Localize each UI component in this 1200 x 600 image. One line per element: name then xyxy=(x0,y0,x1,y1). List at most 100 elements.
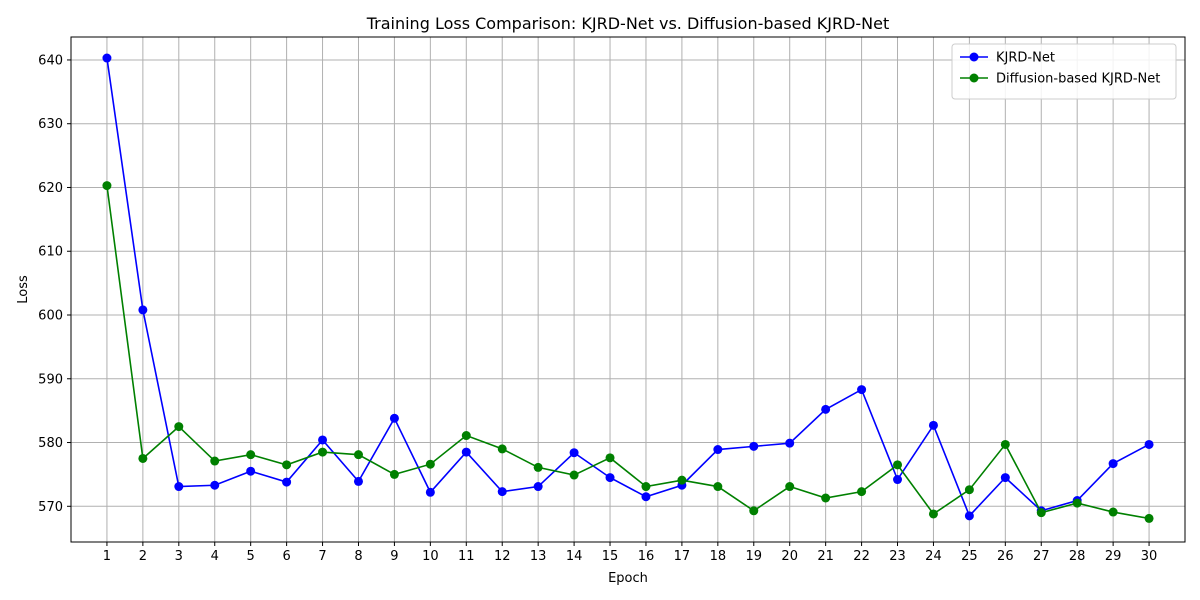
x-tick-label: 15 xyxy=(602,549,619,564)
data-point xyxy=(964,485,974,495)
series-1 xyxy=(102,53,1154,521)
y-axis-label: Loss xyxy=(16,275,31,304)
x-tick-label: 27 xyxy=(1033,549,1050,564)
data-point xyxy=(533,462,543,472)
data-point xyxy=(533,482,543,492)
data-point xyxy=(641,482,651,492)
data-point xyxy=(174,482,184,492)
chart-title: Training Loss Comparison: KJRD-Net vs. D… xyxy=(366,14,890,33)
data-point xyxy=(1072,498,1082,508)
data-point xyxy=(1036,508,1046,518)
plot-frame xyxy=(70,36,1186,543)
data-point xyxy=(857,487,867,497)
data-point xyxy=(138,453,148,463)
legend-marker xyxy=(969,52,979,62)
data-point xyxy=(641,492,651,502)
series-lines xyxy=(102,53,1154,523)
x-tick-label: 24 xyxy=(925,549,942,564)
data-point xyxy=(138,305,148,315)
data-point xyxy=(461,431,471,441)
data-point xyxy=(928,420,938,430)
data-point xyxy=(749,506,759,516)
legend-label: Diffusion-based KJRD-Net xyxy=(996,72,1160,87)
x-tick-label: 14 xyxy=(566,549,583,564)
x-tick-label: 1 xyxy=(103,549,111,564)
data-point xyxy=(713,445,723,455)
data-point xyxy=(1144,513,1154,523)
x-tick-label: 22 xyxy=(853,549,870,564)
legend-marker xyxy=(969,73,979,83)
x-tick-label: 3 xyxy=(175,549,183,564)
axis-ticks: 1 2 3 4 5 6 7 8 9 10 11 12 13 14 15 16 17 18 19 20 21 22 23 24 2… xyxy=(38,53,1157,564)
data-point xyxy=(569,470,579,480)
data-point xyxy=(102,53,112,63)
x-tick-label: 11 xyxy=(458,549,475,564)
data-point xyxy=(353,450,363,460)
x-tick-label: 5 xyxy=(247,549,255,564)
data-point xyxy=(210,456,220,466)
x-tick-label: 25 xyxy=(961,549,978,564)
x-tick-label: 18 xyxy=(710,549,727,564)
y-tick-label: 590 xyxy=(38,372,63,387)
x-tick-label: 8 xyxy=(354,549,362,564)
data-point xyxy=(1144,439,1154,449)
data-point xyxy=(677,475,687,485)
legend-frame xyxy=(951,43,1177,100)
data-point xyxy=(713,482,723,492)
data-point xyxy=(497,444,507,454)
x-tick-label: 30 xyxy=(1141,549,1158,564)
y-tick-label: 640 xyxy=(38,53,63,68)
series-line xyxy=(106,185,1150,520)
x-tick-label: 13 xyxy=(530,549,547,564)
data-point xyxy=(821,493,831,503)
data-point xyxy=(1108,507,1118,517)
data-point xyxy=(389,469,399,479)
plot-background xyxy=(71,37,1185,542)
x-tick-label: 29 xyxy=(1105,549,1122,564)
data-point xyxy=(497,487,507,497)
x-tick-label: 6 xyxy=(282,549,290,564)
data-point xyxy=(282,477,292,487)
data-point xyxy=(821,404,831,414)
x-axis-label: Epoch xyxy=(608,571,648,586)
data-point xyxy=(318,435,328,445)
series-line xyxy=(106,57,1150,518)
data-point xyxy=(389,413,399,423)
x-tick-label: 23 xyxy=(889,549,906,564)
x-tick-label: 4 xyxy=(211,549,219,564)
data-point xyxy=(1000,473,1010,483)
data-point xyxy=(318,447,328,457)
data-point xyxy=(246,466,256,476)
data-point xyxy=(749,441,759,451)
x-tick-label: 21 xyxy=(817,549,834,564)
data-point xyxy=(569,448,579,458)
y-tick-label: 630 xyxy=(38,117,63,132)
data-point xyxy=(605,453,615,463)
x-tick-label: 26 xyxy=(997,549,1014,564)
data-point xyxy=(928,509,938,519)
data-point xyxy=(210,480,220,490)
x-tick-label: 7 xyxy=(318,549,326,564)
series-2 xyxy=(102,181,1154,523)
data-point xyxy=(785,482,795,492)
y-tick-label: 600 xyxy=(38,309,63,324)
data-point xyxy=(102,181,112,191)
data-point xyxy=(425,459,435,469)
x-tick-label: 28 xyxy=(1069,549,1086,564)
data-point xyxy=(1000,439,1010,449)
x-tick-label: 20 xyxy=(781,549,798,564)
data-point xyxy=(785,438,795,448)
y-tick-label: 570 xyxy=(38,500,63,515)
legend: KJRD-Net Diffusion-based KJRD-Net xyxy=(951,43,1177,100)
data-point xyxy=(893,475,903,485)
y-tick-label: 580 xyxy=(38,436,63,451)
data-point xyxy=(461,447,471,457)
data-point xyxy=(174,422,184,432)
x-tick-label: 10 xyxy=(422,549,439,564)
x-tick-label: 17 xyxy=(674,549,691,564)
data-point xyxy=(964,511,974,521)
data-point xyxy=(282,460,292,470)
y-tick-label: 610 xyxy=(38,245,63,260)
data-point xyxy=(605,473,615,483)
